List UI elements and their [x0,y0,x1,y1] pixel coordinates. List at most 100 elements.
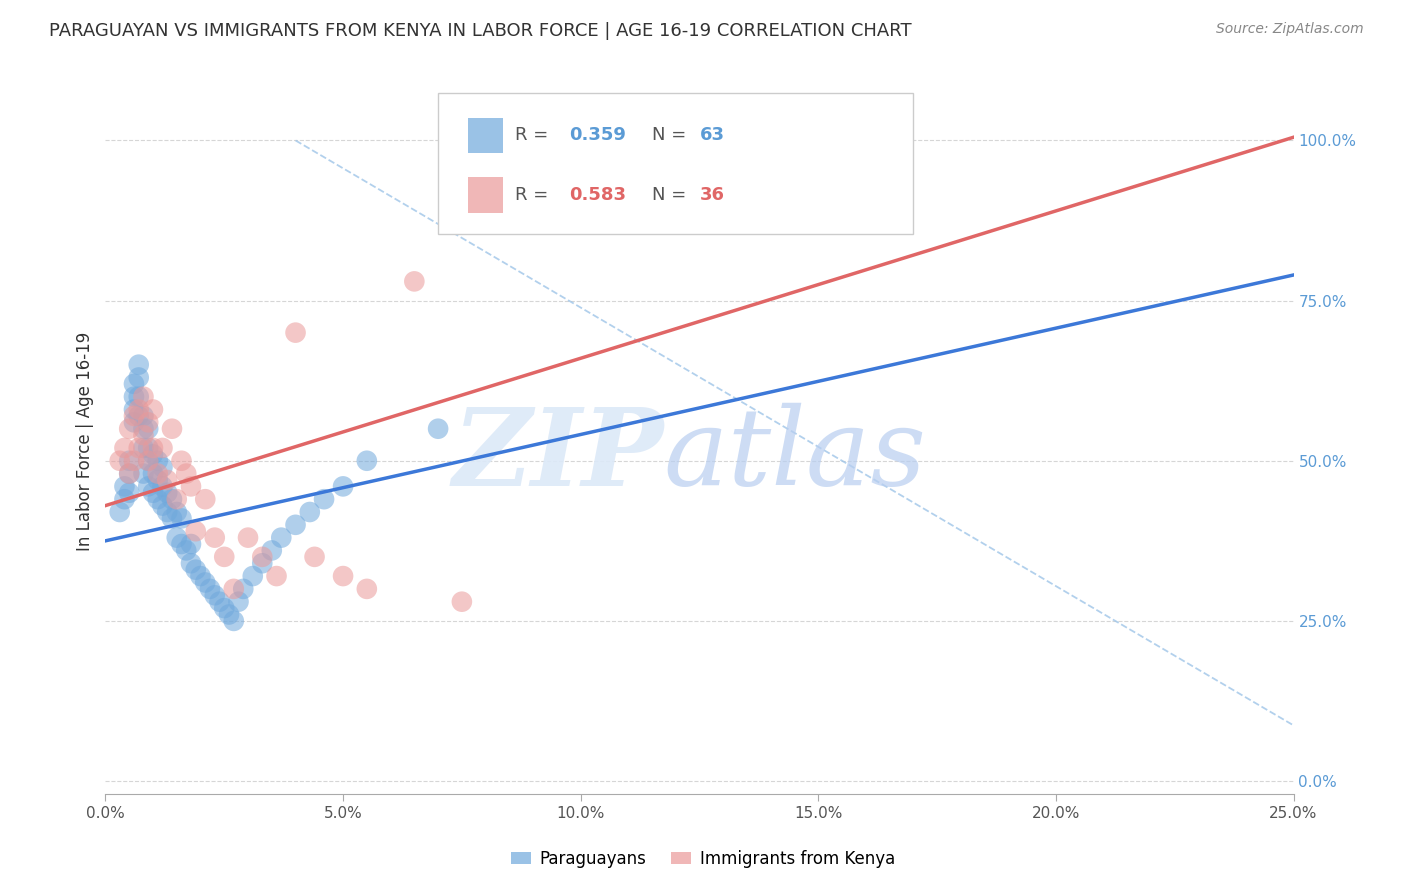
Point [204,588,226,602]
Point [136,422,159,436]
Point [356,582,378,596]
Point [132,428,155,442]
Point [122,454,145,468]
Y-axis label: In Labor Force | Age 16-19: In Labor Force | Age 16-19 [76,332,94,551]
Point [222,582,245,596]
Point [312,492,335,507]
Point [160,511,183,525]
Legend: Paraguayans, Immigrants from Kenya: Paraguayans, Immigrants from Kenya [505,844,901,875]
Point [122,415,145,429]
Point [156,485,179,500]
Text: PARAGUAYAN VS IMMIGRANTS FROM KENYA IN LABOR FORCE | AGE 16-19 CORRELATION CHART: PARAGUAYAN VS IMMIGRANTS FROM KENYA IN L… [49,22,912,40]
Point [450,595,472,609]
Point [304,549,326,564]
Point [156,505,179,519]
Point [118,467,141,481]
Point [298,505,321,519]
Point [194,492,217,507]
Point [214,601,236,615]
Point [332,569,354,583]
Point [218,607,240,622]
Point [128,402,150,417]
Point [118,467,141,481]
Point [270,531,292,545]
Point [142,485,165,500]
Point [194,575,217,590]
Point [208,595,231,609]
Point [152,460,174,475]
Point [184,524,207,539]
Point [114,492,136,507]
Point [122,402,145,417]
Point [142,447,165,461]
Text: 63: 63 [700,127,724,145]
Point [170,511,193,525]
Point [142,441,165,455]
Point [242,569,264,583]
Point [136,454,159,468]
Point [152,479,174,493]
Point [180,556,202,570]
Point [170,537,193,551]
Text: Source: ZipAtlas.com: Source: ZipAtlas.com [1216,22,1364,37]
Point [236,531,259,545]
Point [128,409,150,423]
Text: 36: 36 [700,186,724,204]
Point [132,441,155,455]
Point [136,454,159,468]
Point [427,422,450,436]
Point [122,390,145,404]
Bar [468,118,503,153]
Point [166,492,188,507]
Point [132,409,155,423]
Point [136,479,159,493]
Point [166,505,188,519]
Text: 0.583: 0.583 [569,186,626,204]
Point [118,454,141,468]
Point [128,441,150,455]
Point [284,517,307,532]
Point [132,390,155,404]
Point [252,556,274,570]
Text: ZIP: ZIP [453,402,664,508]
Point [114,441,136,455]
Point [222,614,245,628]
Text: N =: N = [652,186,692,204]
Point [132,422,155,436]
Point [260,543,283,558]
Point [204,531,226,545]
Point [190,569,212,583]
Point [132,467,155,481]
Point [142,402,165,417]
Point [174,467,197,481]
Point [266,569,288,583]
Point [284,326,307,340]
Text: atlas: atlas [664,403,927,508]
Point [136,441,159,455]
Point [166,531,188,545]
Point [174,543,197,558]
Point [128,358,150,372]
Bar [468,178,503,212]
Point [118,422,141,436]
Point [114,479,136,493]
Point [152,499,174,513]
Point [180,479,202,493]
Point [146,454,169,468]
Point [214,549,236,564]
Point [108,454,131,468]
Point [122,376,145,391]
Point [146,473,169,487]
Point [136,415,159,429]
Point [252,549,274,564]
Point [180,537,202,551]
Point [156,473,179,487]
Point [170,454,193,468]
Point [122,409,145,423]
FancyBboxPatch shape [439,93,914,234]
Point [146,467,169,481]
Text: R =: R = [516,127,554,145]
Point [128,370,150,384]
Point [118,485,141,500]
Point [356,454,378,468]
